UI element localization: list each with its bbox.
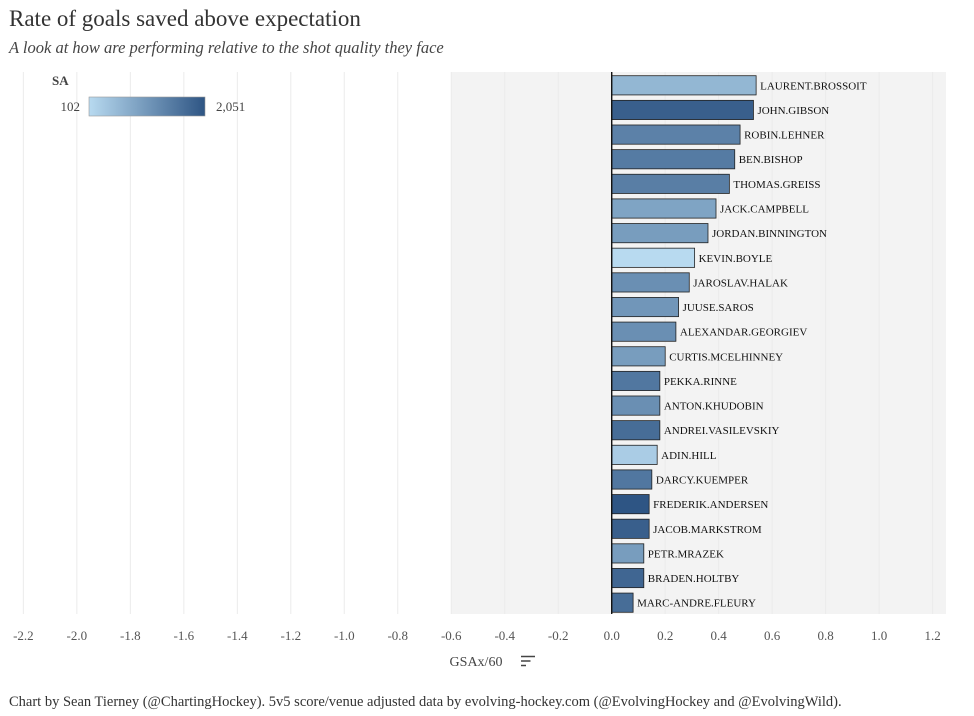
bar-kevin-boyle: [611, 247, 696, 268]
bar-darcy-kuemper: [611, 469, 653, 490]
bar-label: JUUSE.SAROS: [683, 302, 754, 314]
bar-alexandar-georgiev: [611, 321, 677, 342]
bar-adin-hill: [611, 444, 658, 465]
x-tick-label: 1.2: [925, 628, 941, 643]
x-tick-label: 1.0: [871, 628, 887, 643]
bar-anton-khudobin: [611, 395, 661, 416]
bar-label: BEN.BISHOP: [739, 154, 803, 166]
bar-label: JACOB.MARKSTROM: [653, 524, 762, 536]
x-tick-label: 0.4: [711, 628, 728, 643]
x-tick-label: -0.8: [387, 628, 408, 643]
x-tick-label: -1.2: [281, 628, 302, 643]
legend-max-label: 2,051: [216, 99, 245, 114]
bar-label: LAURENT.BROSSOIT: [760, 80, 867, 92]
bar-label: PETR.MRAZEK: [648, 548, 724, 560]
bar-label: JOHN.GIBSON: [757, 105, 829, 117]
x-tick-label: -1.0: [334, 628, 355, 643]
x-tick-label: -0.6: [441, 628, 462, 643]
legend-colorbar: [88, 96, 206, 117]
x-tick-label: -2.2: [13, 628, 34, 643]
x-axis-label: GSAx/60: [450, 655, 503, 670]
x-tick-label: -1.6: [174, 628, 195, 643]
bar-label: ANTON.KHUDOBIN: [664, 401, 764, 413]
bar-jacob-markstrom: [611, 518, 650, 539]
bar-label: JORDAN.BINNINGTON: [712, 228, 827, 240]
bar-curtis-mcelhinney: [611, 346, 666, 367]
bar-jordan-binnington: [611, 223, 709, 244]
bar-label: ROBIN.LEHNER: [744, 130, 825, 142]
chart-title: Rate of goals saved above expectation: [9, 6, 361, 31]
sa-legend: SA 102 2,051: [52, 73, 245, 117]
bar-laurent-brossoit: [611, 75, 757, 96]
x-tick-label: -1.8: [120, 628, 141, 643]
gridlines: [22, 72, 934, 614]
bar-robin-lehner: [611, 124, 741, 145]
bar-marc-andre-fleury: [611, 592, 634, 613]
bar-label: JAROSLAV.HALAK: [693, 277, 788, 289]
bar-petr-mrazek: [611, 543, 645, 564]
bar-john-gibson: [611, 99, 754, 120]
bar-label: DARCY.KUEMPER: [656, 475, 749, 487]
x-tick-label: 0.2: [657, 628, 673, 643]
sort-lines-icon[interactable]: [521, 655, 535, 667]
bar-juuse-saros: [611, 297, 679, 318]
x-tick-labels: -2.2 -2.0 -1.8 -1.6 -1.4 -1.2 -1.0 -0.8 -0.6 -0.4…: [13, 628, 941, 643]
bar-ben-bishop: [611, 149, 736, 170]
x-tick-label: 0.0: [604, 628, 620, 643]
x-tick-label: -0.4: [494, 628, 515, 643]
bar-label: MARC-ANDRE.FLEURY: [637, 598, 756, 610]
bar-pekka-rinne: [611, 370, 661, 391]
legend-title: SA: [52, 73, 69, 88]
x-tick-label: -2.0: [67, 628, 88, 643]
bar-frederik-andersen: [611, 494, 650, 515]
bar-label: ANDREI.VASILEVSKIY: [664, 425, 780, 437]
bar-label: CURTIS.MCELHINNEY: [669, 351, 783, 363]
x-tick-label: -1.4: [227, 628, 248, 643]
legend-min-label: 102: [61, 99, 81, 114]
bar-jaroslav-halak: [611, 272, 690, 293]
bar-label: BRADEN.HOLTBY: [648, 573, 740, 585]
bar-label: JACK.CAMPBELL: [720, 204, 809, 216]
x-tick-label: 0.6: [764, 628, 781, 643]
bar-label: PEKKA.RINNE: [664, 376, 737, 388]
bar-label: KEVIN.BOYLE: [699, 253, 773, 265]
bars-group: LAURENT.BROSSOIT JOHN.GIBSON ROBIN.LEHNER B…: [611, 75, 867, 613]
bar-label: THOMAS.GREISS: [733, 179, 820, 191]
x-tick-label: -0.2: [548, 628, 569, 643]
bar-label: FREDERIK.ANDERSEN: [653, 499, 768, 511]
bar-label: ADIN.HILL: [661, 450, 717, 462]
bar-braden-holtby: [611, 568, 645, 589]
bar-jack-campbell: [611, 198, 717, 219]
bar-label: ALEXANDAR.GEORGIEV: [680, 327, 807, 339]
x-tick-label: 0.8: [818, 628, 834, 643]
chart-caption: Chart by Sean Tierney (@ChartingHockey).…: [9, 694, 842, 710]
chart-subtitle: A look at how are performing relative to…: [9, 38, 444, 57]
bar-andrei-vasilevskiy: [611, 420, 661, 441]
bar-thomas-greiss: [611, 173, 730, 194]
